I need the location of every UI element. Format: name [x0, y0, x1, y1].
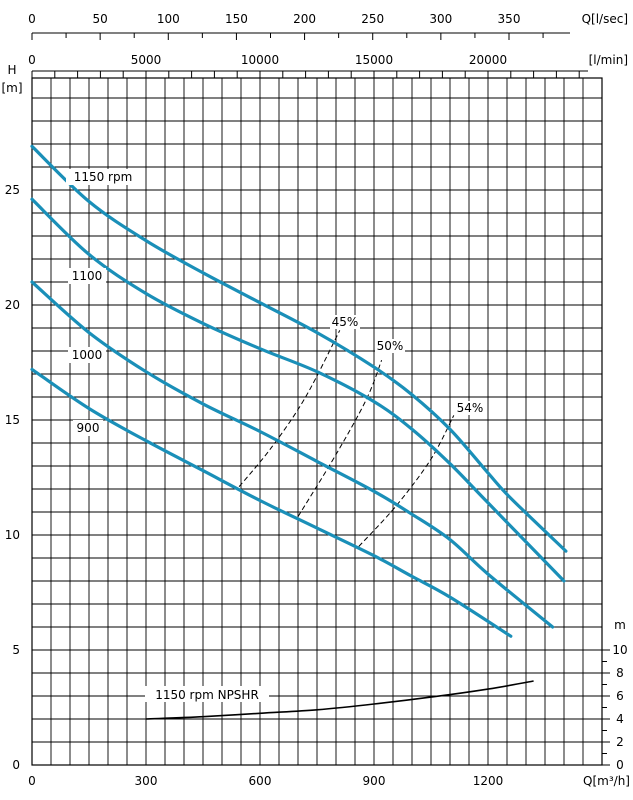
curve-label-background [68, 268, 106, 284]
tick-label-npsh: 4 [616, 712, 624, 726]
efficiency-label: 54% [457, 401, 484, 415]
tick-label-h: 25 [5, 183, 20, 197]
curve-label: 1000 [72, 348, 103, 362]
tick-label-lps: 50 [93, 12, 108, 26]
tick-label-lps: 250 [361, 12, 384, 26]
tick-label-h: 20 [5, 298, 20, 312]
pump-curve [30, 197, 566, 583]
npshr-label-background [145, 686, 269, 702]
efficiency-label: 45% [332, 315, 359, 329]
efficiency-label-background [455, 401, 485, 415]
curve-label-background [68, 347, 106, 363]
grid-lines [31, 32, 610, 766]
tick-label-lps: 200 [293, 12, 316, 26]
efficiency-line [238, 330, 341, 488]
efficiency-label: 50% [377, 339, 404, 353]
axis-label-h: H [7, 63, 16, 77]
curve-label: 1150 rpm [74, 170, 133, 184]
axis-label-npsh: m [614, 618, 626, 632]
efficiency-line [358, 415, 455, 547]
curve-label-background [66, 169, 140, 185]
tick-label-q: 300 [135, 774, 158, 788]
axis-label-q: Q[m³/h] [583, 774, 630, 788]
tick-label-lpm: 20000 [469, 53, 507, 67]
tick-label-npsh: 0 [616, 758, 624, 772]
tick-label-h: 10 [5, 528, 20, 542]
tick-label-lpm: 0 [28, 53, 36, 67]
tick-label-h: 15 [5, 413, 20, 427]
tick-label-lps: 350 [498, 12, 521, 26]
tick-label-npsh: 2 [616, 735, 624, 749]
tick-label-lps: 0 [28, 12, 36, 26]
curve-label: 900 [77, 421, 100, 435]
tick-label-h: 0 [12, 758, 20, 772]
tick-label-lps: 100 [157, 12, 180, 26]
pump-curve [30, 280, 555, 629]
tick-label-lpm: 15000 [355, 53, 393, 67]
tick-label-q: 600 [249, 774, 272, 788]
efficiency-label-background [375, 339, 405, 353]
tick-label-q: 0 [28, 774, 36, 788]
pump-curve [30, 367, 513, 638]
tick-label-npsh: 6 [616, 689, 624, 703]
tick-label-q: 900 [363, 774, 386, 788]
axis-label-lpm: [l/min] [589, 53, 628, 67]
axis-label-lps: Q[l/sec] [582, 12, 628, 26]
efficiency-label-background [330, 315, 360, 329]
pump-curves [30, 144, 568, 720]
tick-label-npsh: 10 [612, 643, 627, 657]
tick-label-lpm: 10000 [241, 53, 279, 67]
npshr-curve [145, 680, 534, 720]
tick-label-q: 1200 [473, 774, 504, 788]
pump-curve [30, 144, 568, 553]
axis-label-h-unit: [m] [1, 81, 22, 95]
npshr-label: 1150 rpm NPSHR [155, 688, 259, 702]
curve-label-background [73, 420, 103, 436]
tick-label-lps: 300 [429, 12, 452, 26]
tick-label-h: 5 [12, 643, 20, 657]
tick-label-lps: 150 [225, 12, 248, 26]
curve-label: 1100 [72, 269, 103, 283]
chart-labels: 0 50 100 150 200 250 300 350 Q[l/sec]0 5000 10000 1… [1, 12, 630, 788]
tick-label-lpm: 5000 [131, 53, 162, 67]
tick-label-npsh: 8 [616, 666, 624, 680]
efficiency-lines [238, 330, 455, 547]
